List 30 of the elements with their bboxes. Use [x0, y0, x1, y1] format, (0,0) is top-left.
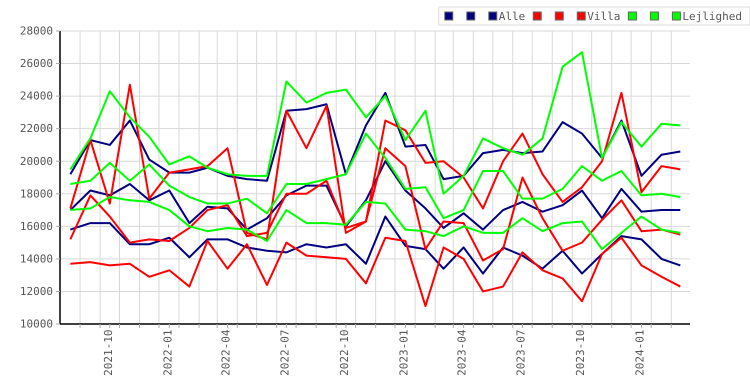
- y-tick-label: 28000: [20, 24, 53, 38]
- x-tick-label: 2022-07: [278, 330, 292, 376]
- x-tick-label: 2021-10: [102, 330, 115, 376]
- y-tick-label: 14000: [20, 252, 53, 266]
- x-tick-label: 2022-10: [338, 330, 351, 376]
- y-tick-label: 24000: [20, 90, 53, 103]
- y-tick-label: 18000: [20, 187, 53, 200]
- y-tick-label: 20000: [20, 154, 53, 168]
- legend-label: Alle: [498, 10, 526, 23]
- line-series: [69, 160, 682, 231]
- y-tick-label: 26000: [20, 57, 53, 70]
- line-series: [69, 236, 682, 308]
- x-tick-label: 2024-01: [634, 330, 647, 376]
- x-tick-label: 2023-01: [397, 330, 410, 376]
- x-tick-label: 2023-10: [574, 330, 588, 376]
- line-series: [69, 51, 682, 195]
- y-tick-label: 12000: [20, 284, 53, 298]
- x-tick-label: 2022-04: [220, 329, 233, 376]
- legend-label: Lejlighed: [682, 10, 742, 23]
- x-tick-label: 2023-07: [514, 330, 528, 376]
- y-tick-label: 16000: [20, 220, 53, 233]
- line-series: [69, 92, 682, 182]
- line-series: [69, 132, 682, 220]
- legend-label: Villa: [587, 10, 620, 23]
- x-tick-label: 2022-01: [161, 330, 174, 376]
- x-tick-label: 2023-04: [456, 329, 469, 376]
- y-tick-label: 10000: [20, 318, 53, 331]
- line-series: [69, 196, 682, 250]
- y-tick-label: 22000: [20, 122, 53, 136]
- line-series: [69, 216, 682, 275]
